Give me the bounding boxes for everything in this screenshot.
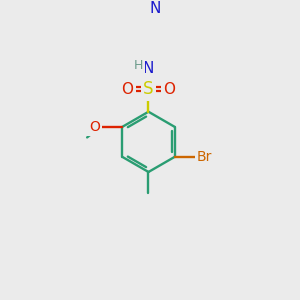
Text: O: O [164,82,175,97]
Text: Br: Br [197,150,212,164]
Text: H: H [133,59,142,72]
Text: N: N [143,61,154,76]
Text: O: O [89,120,100,134]
Text: O: O [122,82,134,97]
Text: S: S [143,80,154,98]
Text: N: N [149,2,160,16]
